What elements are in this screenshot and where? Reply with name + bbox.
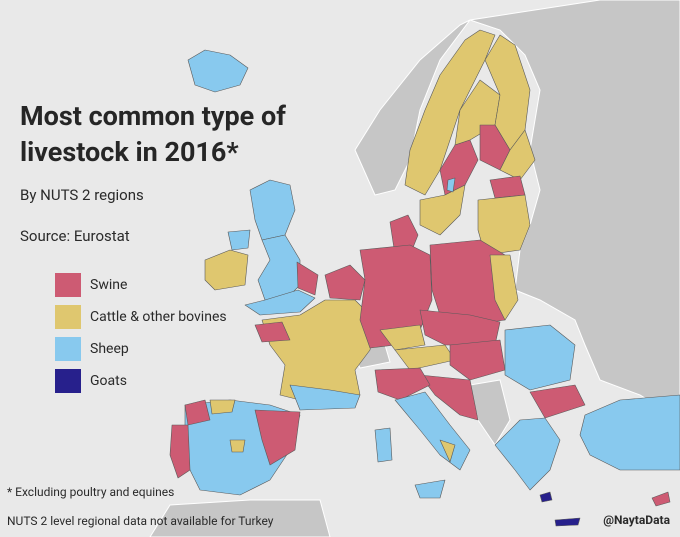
legend-swatch [55,337,81,361]
norway [404,29,496,196]
catalonia-aragon [254,409,301,466]
bavaria-south [379,324,426,351]
south-england [244,289,316,316]
hungary [449,339,506,381]
cyprus [651,491,671,507]
galicia [184,399,211,426]
legend-item: Swine [55,272,127,298]
east-anglia [296,261,319,296]
sardinia [374,427,393,463]
map-title: Most common type of livestock in 2016* [20,100,286,168]
north-africa [149,499,331,537]
sicily [414,479,446,499]
gotland [446,177,456,193]
turkey [579,394,680,471]
asturias [209,399,236,415]
ireland [204,249,249,291]
legend-label: Sheep [90,341,129,357]
romania [504,324,576,391]
france [261,299,376,406]
legend-item: Goats [55,368,127,394]
iceland [187,49,249,93]
greece [494,417,561,491]
subtitle: By NUTS 2 regions [20,186,144,204]
bulgaria [529,384,586,419]
note: NUTS 2 level regional data not available… [7,514,274,528]
norway-coast [354,19,471,196]
poland-east [489,254,519,321]
south-france [289,384,361,411]
legend-label: Cattle & other bovines [90,309,227,325]
north-italy [374,367,431,401]
legend-item: Cattle & other bovines [55,304,227,330]
sweden-south [419,184,466,236]
madrid [229,439,246,453]
portugal [169,424,191,479]
legend-swatch [55,273,81,297]
legend-item: Sheep [55,336,129,362]
estonia [489,175,526,199]
legend-swatch [55,305,81,329]
latvia-lithuania [477,194,531,256]
source: Source: Eurostat [20,227,130,245]
russia-land [469,0,680,421]
crete [554,517,581,527]
benelux [324,264,366,301]
legend-label: Goats [90,373,127,389]
footnote: * Excluding poultry and equines [7,485,175,499]
italy-south [439,439,456,463]
scotland [249,179,296,241]
england-north-wales [257,234,301,301]
aegean-islands [539,491,553,503]
brittany [254,321,291,343]
northern-ireland [227,229,251,251]
croatia [419,374,479,421]
legend-label: Swine [90,277,128,293]
credit: @NaytaData [603,513,670,527]
legend-swatch [55,369,81,393]
